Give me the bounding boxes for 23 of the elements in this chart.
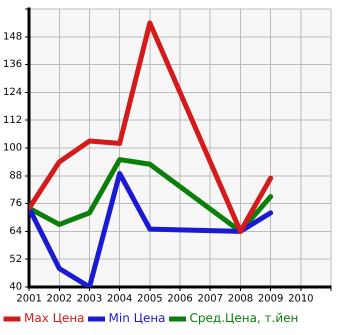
y-tick-label: 112 (2, 114, 22, 126)
legend-label: Max Цена (24, 311, 85, 326)
x-tick-label: 2003 (76, 294, 102, 305)
y-tick-label: 124 (2, 86, 22, 98)
x-tick-label: 2010 (288, 294, 314, 305)
y-tick-label: 148 (2, 31, 22, 42)
x-tick-label: 2009 (258, 294, 284, 305)
y-tick-label: 64 (9, 226, 22, 237)
y-tick-label: 52 (9, 254, 22, 265)
y-tick-label: 136 (2, 59, 22, 70)
x-tick-label: 2006 (167, 294, 193, 305)
y-tick-label: 40 (9, 282, 22, 293)
x-tick-label: 2007 (198, 294, 223, 305)
legend-label: Min Цена (108, 311, 166, 326)
legend-label: Сред.Цена, т.йен (190, 311, 298, 326)
x-tick-label: 2001 (16, 294, 42, 305)
x-tick-label: 2002 (46, 294, 72, 305)
x-tick-label: 2008 (228, 294, 254, 305)
y-tick-label: 100 (2, 142, 22, 154)
x-tick-label: 2005 (137, 294, 163, 305)
y-tick-label: 88 (9, 170, 22, 182)
y-tick-label: 76 (9, 198, 22, 210)
x-tick-label: 2004 (106, 294, 132, 305)
